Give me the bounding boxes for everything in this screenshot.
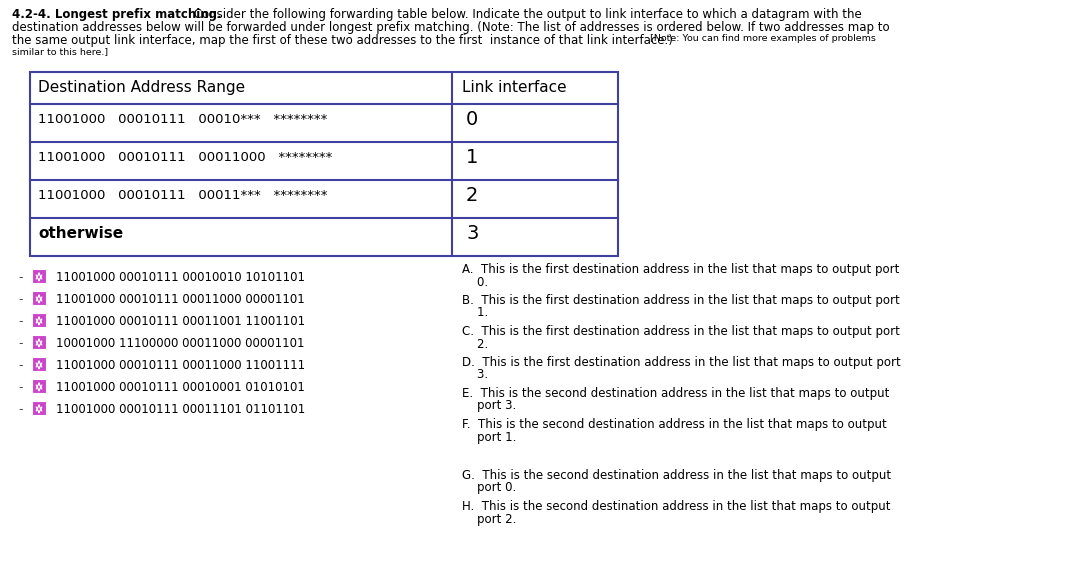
FancyBboxPatch shape xyxy=(32,401,46,415)
Text: F.  This is the second destination address in the list that maps to output: F. This is the second destination addres… xyxy=(462,418,886,431)
FancyBboxPatch shape xyxy=(32,269,46,283)
Text: 3: 3 xyxy=(466,224,478,243)
Text: 11001000 00010111 00011101 01101101: 11001000 00010111 00011101 01101101 xyxy=(56,403,305,416)
Text: 11001000 00010111 00010010 10101101: 11001000 00010111 00010010 10101101 xyxy=(56,271,305,284)
Text: Destination Address Range: Destination Address Range xyxy=(38,80,246,95)
Text: -: - xyxy=(18,381,23,394)
Text: port 0.: port 0. xyxy=(462,482,516,495)
Text: 2: 2 xyxy=(466,186,478,205)
Text: 1.: 1. xyxy=(462,306,488,319)
Text: 11001000 00010111 00011001 11001101: 11001000 00010111 00011001 11001101 xyxy=(56,315,305,328)
Text: 0: 0 xyxy=(466,110,478,129)
Text: -: - xyxy=(18,271,23,284)
Text: 11001000 00010111 00011000 11001111: 11001000 00010111 00011000 11001111 xyxy=(56,359,305,372)
Text: G.  This is the second destination address in the list that maps to output: G. This is the second destination addres… xyxy=(462,469,891,482)
Text: -: - xyxy=(18,359,23,372)
Text: port 3.: port 3. xyxy=(462,399,516,413)
Text: 2.: 2. xyxy=(462,338,488,350)
Text: A.  This is the first destination address in the list that maps to output port: A. This is the first destination address… xyxy=(462,263,899,276)
Text: -: - xyxy=(18,337,23,350)
Text: 11001000 00010111 00010001 01010101: 11001000 00010111 00010001 01010101 xyxy=(56,381,305,394)
Text: destination addresses below will be forwarded under longest prefix matching. (No: destination addresses below will be forw… xyxy=(12,21,890,34)
Text: 11001000   00010111   00011000   ********: 11001000 00010111 00011000 ******** xyxy=(38,151,333,164)
Text: -: - xyxy=(18,315,23,328)
Text: port 2.: port 2. xyxy=(462,513,516,526)
Text: -: - xyxy=(18,293,23,306)
Text: the same output link interface, map the first of these two addresses to the firs: the same output link interface, map the … xyxy=(12,34,676,47)
Text: C.  This is the first destination address in the list that maps to output port: C. This is the first destination address… xyxy=(462,325,900,338)
FancyBboxPatch shape xyxy=(32,357,46,371)
Text: D.  This is the first destination address in the list that maps to output port: D. This is the first destination address… xyxy=(462,356,900,369)
Text: -: - xyxy=(18,403,23,416)
Text: H.  This is the second destination address in the list that maps to output: H. This is the second destination addres… xyxy=(462,500,891,513)
Text: 4.2-4. Longest prefix matching.: 4.2-4. Longest prefix matching. xyxy=(12,8,222,21)
Text: 11001000   00010111   00011***   ********: 11001000 00010111 00011*** ******** xyxy=(38,189,327,202)
FancyBboxPatch shape xyxy=(32,379,46,393)
Text: similar to this here.]: similar to this here.] xyxy=(12,47,108,56)
Text: [Note: You can find more examples of problems: [Note: You can find more examples of pro… xyxy=(651,34,876,43)
FancyBboxPatch shape xyxy=(32,313,46,327)
Text: 11001000 00010111 00011000 00001101: 11001000 00010111 00011000 00001101 xyxy=(56,293,305,306)
Text: 11001000   00010111   00010***   ********: 11001000 00010111 00010*** ******** xyxy=(38,113,327,126)
Text: 3.: 3. xyxy=(462,369,488,382)
Text: 10001000 11100000 00011000 00001101: 10001000 11100000 00011000 00001101 xyxy=(56,337,305,350)
Text: 1: 1 xyxy=(466,148,478,167)
Bar xyxy=(30,72,618,256)
Text: B.  This is the first destination address in the list that maps to output port: B. This is the first destination address… xyxy=(462,294,899,307)
Text: 0.: 0. xyxy=(462,276,488,289)
FancyBboxPatch shape xyxy=(32,335,46,349)
Text: port 1.: port 1. xyxy=(462,430,516,443)
Text: otherwise: otherwise xyxy=(38,226,123,241)
FancyBboxPatch shape xyxy=(32,291,46,305)
Text: Consider the following forwarding table below. Indicate the output to link inter: Consider the following forwarding table … xyxy=(190,8,862,21)
Text: Link interface: Link interface xyxy=(462,80,567,95)
Text: E.  This is the second destination address in the list that maps to output: E. This is the second destination addres… xyxy=(462,387,890,400)
